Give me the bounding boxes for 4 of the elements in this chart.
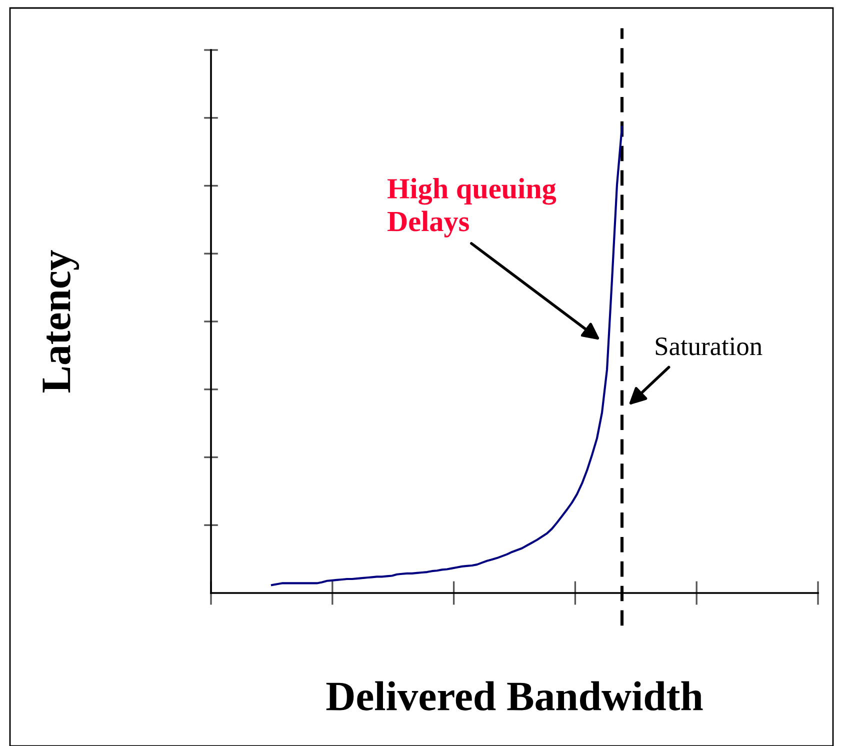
text: Saturation (656, 338, 762, 356)
annotation: High queuing Delays (388, 178, 556, 238)
x-axis-title: Delivered Bandwidth (326, 681, 703, 711)
y-axis-title: Latency (42, 250, 80, 393)
